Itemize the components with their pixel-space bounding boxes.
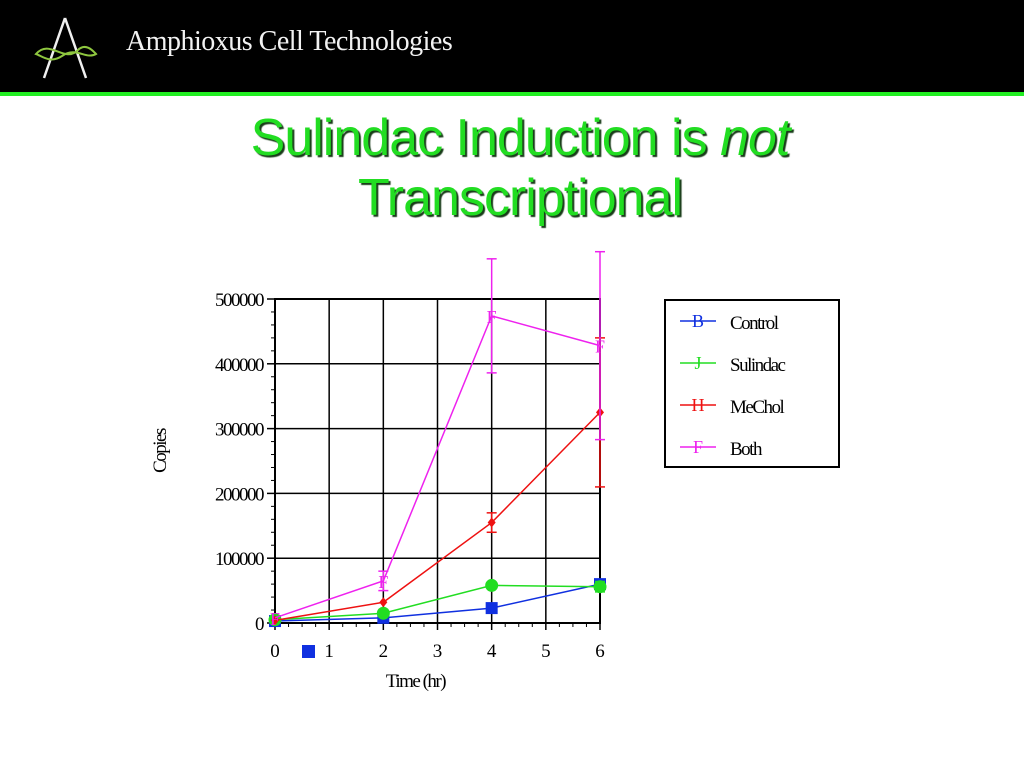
y-tick-label: 100000 xyxy=(215,549,264,570)
y-tick-label: 500000 xyxy=(215,290,264,311)
header-divider xyxy=(0,92,1024,96)
y-tick-label: 0 xyxy=(255,614,264,635)
legend-label: MeChol xyxy=(730,397,785,418)
series-line xyxy=(274,314,601,619)
data-point: F xyxy=(270,609,280,629)
legend-marker: B xyxy=(692,311,704,331)
series-both: F F F F xyxy=(270,250,605,629)
legend-label: Both xyxy=(730,439,763,460)
y-tick-label: 400000 xyxy=(215,355,264,376)
title-emphasis: not xyxy=(720,109,790,167)
y-tick-label: 200000 xyxy=(215,484,264,505)
data-point: F xyxy=(378,572,388,592)
x-tick-label: 0 xyxy=(270,641,280,662)
amphioxus-logo-icon xyxy=(34,17,98,79)
data-point: F xyxy=(595,337,605,357)
title-part2: Transcriptional xyxy=(357,169,683,227)
x-tick-label: 2 xyxy=(379,641,389,662)
data-point: F xyxy=(487,307,497,327)
x-tick-label: 4 xyxy=(487,641,497,662)
x-tick-label: 6 xyxy=(595,641,605,662)
legend: B Control J Sulindac H MeChol F Both xyxy=(664,299,840,468)
series-sulindac xyxy=(268,578,607,627)
title-part1: Sulindac Induction is xyxy=(250,109,721,167)
x-axis-label: Time (hr) xyxy=(386,671,446,692)
legend-marker: J xyxy=(694,353,701,373)
series-line xyxy=(274,411,601,622)
x-tick-label: 1 xyxy=(324,641,334,662)
stray-marker xyxy=(302,645,315,658)
y-axis-label: Copies xyxy=(150,428,171,473)
header-bar: Amphioxus Cell Technologies xyxy=(0,0,1024,92)
data-point xyxy=(485,578,499,592)
legend-marker: H xyxy=(692,395,705,415)
x-tick-label: 3 xyxy=(433,641,443,662)
legend-box xyxy=(664,299,840,468)
data-point xyxy=(376,606,390,620)
data-point xyxy=(487,517,496,528)
series-line xyxy=(274,584,601,621)
data-point xyxy=(485,602,498,615)
slide-title: Sulindac Induction is not Transcriptiona… xyxy=(0,108,1024,228)
legend-marker: F xyxy=(693,437,703,457)
series-line xyxy=(274,583,601,622)
y-tick-label: 300000 xyxy=(215,420,264,441)
legend-label: Sulindac xyxy=(730,355,786,376)
legend-label: Control xyxy=(730,313,779,334)
data-point xyxy=(593,580,607,594)
company-name: Amphioxus Cell Technologies xyxy=(126,26,453,57)
x-tick-label: 5 xyxy=(541,641,551,662)
data-point xyxy=(379,597,388,608)
